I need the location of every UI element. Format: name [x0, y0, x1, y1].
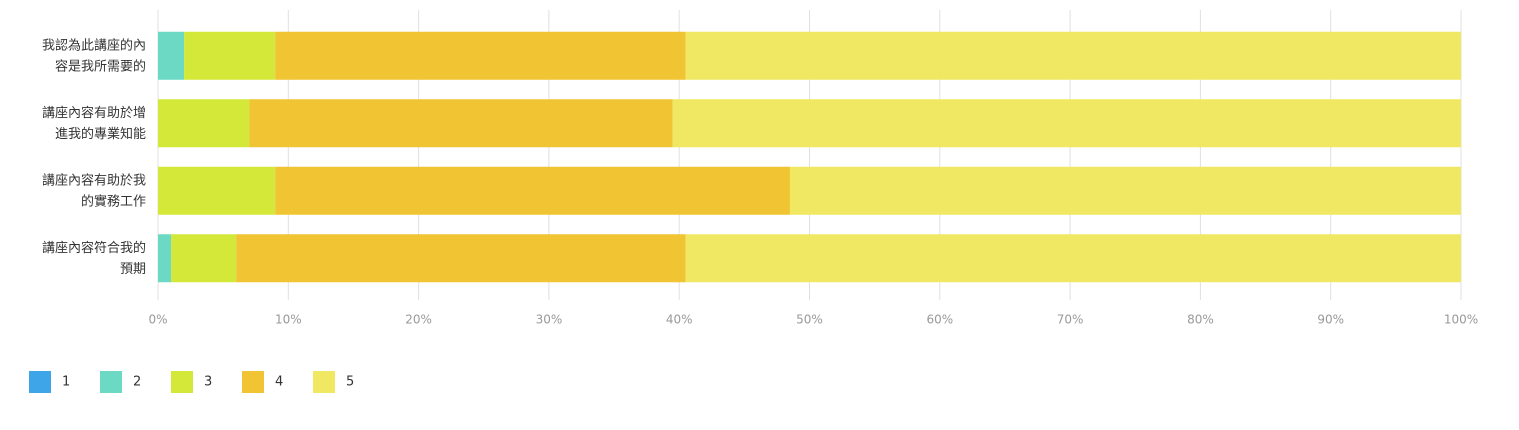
x-tick-label: 100%	[1444, 313, 1478, 327]
x-tick-label: 60%	[926, 313, 953, 327]
legend-swatch	[171, 371, 193, 393]
y-tick-label: 我認為此講座的內容是我所需要的	[42, 37, 146, 74]
y-tick-label: 講座內容有助於我的實務工作	[42, 172, 146, 209]
legend-label: 3	[204, 375, 212, 390]
bar-segment	[275, 166, 790, 215]
bar-segment	[158, 99, 250, 148]
x-tick-label: 80%	[1187, 313, 1214, 327]
bar-segment	[171, 234, 237, 283]
legend-label: 1	[62, 375, 70, 390]
x-tick-label: 20%	[405, 313, 432, 327]
x-tick-label: 50%	[796, 313, 823, 327]
y-tick-label: 講座內容符合我的預期	[42, 239, 146, 276]
bar-segment	[685, 31, 1461, 80]
legend-swatch	[100, 371, 122, 393]
legend-label: 2	[133, 375, 141, 390]
bar-segment	[275, 31, 686, 80]
legend-swatch	[313, 371, 335, 393]
x-tick-label: 40%	[666, 313, 693, 327]
bar-segment	[158, 234, 172, 283]
x-tick-label: 10%	[275, 313, 302, 327]
legend-label: 4	[275, 375, 283, 390]
x-tick-label: 70%	[1057, 313, 1084, 327]
bar-segment	[158, 31, 185, 80]
legend-label: 5	[346, 375, 354, 390]
legend-swatch	[29, 371, 51, 393]
bar-segment	[236, 234, 686, 283]
y-tick-label: 講座內容有助於增進我的專業知能	[42, 104, 146, 141]
bar-segment	[158, 166, 276, 215]
x-tick-label: 90%	[1317, 313, 1344, 327]
bar-segment	[184, 31, 276, 80]
bar-segment	[789, 166, 1461, 215]
x-tick-label: 0%	[148, 313, 167, 327]
bar-segment	[672, 99, 1461, 148]
x-tick-label: 30%	[536, 313, 563, 327]
bar-segment	[249, 99, 673, 148]
bar-segment	[685, 234, 1461, 283]
legend-swatch	[242, 371, 264, 393]
